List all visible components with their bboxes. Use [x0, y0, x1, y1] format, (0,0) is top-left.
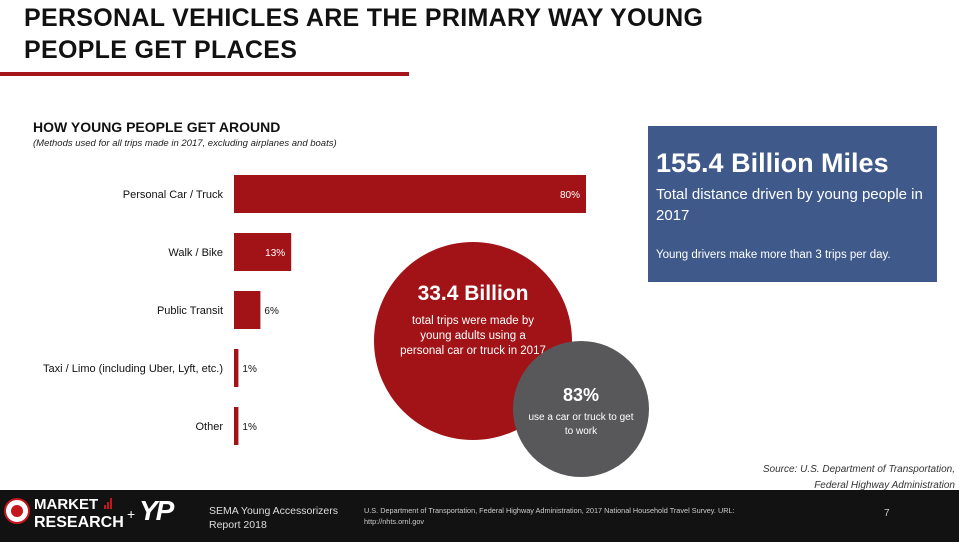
bar-value-label: 6% [264, 306, 279, 317]
market-research-logo-line-1: MARKET [34, 497, 114, 513]
category-label: Walk / Bike [168, 247, 223, 259]
category-label: Personal Car / Truck [123, 189, 224, 201]
category-label: Other [195, 421, 223, 433]
slide-title-line-1: PERSONAL VEHICLES ARE THE PRIMARY WAY YO… [24, 4, 704, 32]
category-label: Taxi / Limo (including Uber, Lyft, etc.) [43, 363, 223, 375]
bar-graph-icon [104, 498, 114, 509]
work-circle: 83% use a car or truck to get to work [513, 341, 649, 477]
yp-logo: YP [139, 495, 174, 526]
bar [234, 291, 261, 329]
footer: MARKET RESEARCH + YP SEMA Young Accessor… [0, 490, 959, 542]
source-line-1: Source: U.S. Department of Transportatio… [762, 464, 955, 475]
trips-circle: 33.4 Billion total trips were made by yo… [374, 242, 572, 440]
bar-value-label: 1% [242, 422, 257, 433]
stat-box-headline: 155.4 Billion Miles [656, 148, 889, 178]
bar [234, 407, 239, 445]
bar-value-label: 1% [242, 364, 257, 375]
slide-title: PERSONAL VEHICLES ARE THE PRIMARY WAY YO… [24, 2, 924, 66]
report-name-line-2: Report 2018 [209, 519, 267, 531]
logo-market-text: MARKET [34, 496, 99, 513]
trips-circle-text: total trips were made by young adults us… [400, 315, 546, 357]
slide-title-line-2: PEOPLE GET PLACES [24, 36, 298, 64]
chart-subtitle: (Methods used for all trips made in 2017… [33, 138, 337, 149]
bar-chart: Personal Car / Truck 80% Walk / Bike 13% Pub… [43, 175, 586, 445]
bar-value-label: 13% [265, 248, 285, 259]
logo-plus: + [127, 506, 136, 522]
sema-badge-icon [4, 498, 30, 524]
stat-box: 155.4 Billion Miles Total distance drive… [648, 126, 937, 282]
bar-value-label: 80% [560, 190, 580, 201]
footer-citation: U.S. Department of Transportation, Feder… [364, 506, 735, 526]
chart-title: HOW YOUNG PEOPLE GET AROUND [33, 119, 281, 135]
page-number: 7 [884, 508, 890, 519]
logo-research-text: RESEARCH [34, 514, 124, 531]
stat-box-description: Total distance driven by young people in… [656, 186, 923, 224]
trips-circle-headline: 33.4 Billion [417, 282, 529, 305]
report-name: SEMA Young Accessorizers Report 2018 [209, 504, 338, 532]
category-label: Public Transit [157, 305, 223, 317]
bar [234, 349, 239, 387]
report-name-line-1: SEMA Young Accessorizers [209, 505, 338, 517]
title-underline [0, 72, 409, 76]
source-note: Source: U.S. Department of Transportatio… [763, 462, 955, 494]
bar [234, 233, 292, 271]
bar [234, 175, 586, 213]
stat-box-note: Young drivers make more than 3 trips per… [656, 249, 891, 261]
work-circle-text: use a car or truck to get to work [528, 412, 634, 437]
work-circle-headline: 83% [562, 385, 600, 405]
source-line-2: Federal Highway Administration [814, 480, 955, 491]
